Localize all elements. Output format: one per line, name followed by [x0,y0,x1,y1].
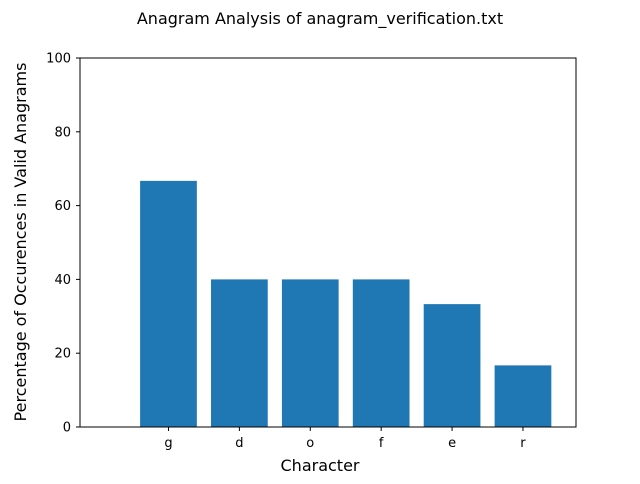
bar-o [281,279,339,427]
bars-group [140,180,552,427]
bar-e [423,304,481,427]
y-axis: 0 20 40 60 80 100 [46,52,80,436]
x-tick-label: g [164,436,172,451]
y-tick-label: 20 [54,347,71,362]
bar-g [140,180,197,427]
y-tick-label: 0 [63,421,71,436]
y-tick-label: 80 [54,125,71,140]
bar-r [494,365,552,427]
x-tick-label: d [235,436,243,451]
y-axis-label: Percentage of Occurences in Valid Anagra… [11,63,30,422]
x-tick-label: o [306,436,314,451]
y-tick-label: 100 [46,52,71,67]
bar-d [211,279,268,427]
x-axis-label: Character [281,456,360,475]
plot-frame [79,57,577,428]
plot-area [79,57,577,428]
y-tick-label: 40 [54,273,71,288]
x-tick-label: e [448,436,456,451]
chart-title: Anagram Analysis of anagram_verification… [137,9,503,29]
bar-f [352,279,410,427]
x-tick-label: r [520,436,526,451]
y-tick-label: 60 [54,199,71,214]
x-tick-label: f [379,436,384,451]
